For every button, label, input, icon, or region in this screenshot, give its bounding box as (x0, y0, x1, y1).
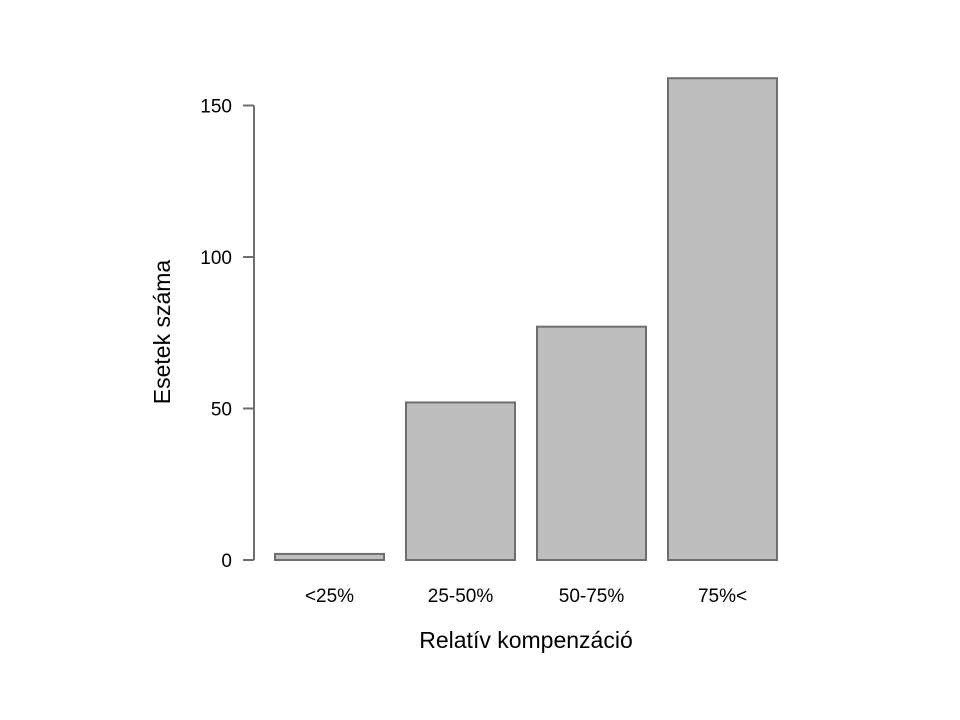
x-tick-label: <25% (305, 586, 354, 607)
y-tick-label: 150 (200, 97, 232, 118)
y-tick-label: 100 (200, 248, 232, 269)
bars-group (274, 77, 778, 562)
bar-2 (536, 325, 647, 561)
x-tick-label: 75%< (698, 586, 747, 607)
bar-0 (274, 552, 385, 562)
y-axis: 0 50 100 150 (200, 97, 255, 572)
bar-1 (405, 401, 516, 561)
x-tick-label: 25-50% (428, 586, 494, 607)
x-tick-label: 50-75% (559, 586, 625, 607)
x-axis-labels: <25% 25-50% 50-75% 75%< (305, 586, 747, 607)
y-axis-title: Esetek száma (149, 260, 175, 405)
x-axis-title: Relatív kompenzáció (419, 627, 633, 653)
y-tick-label: 50 (211, 400, 232, 421)
y-tick-label: 0 (221, 551, 232, 572)
bar-3 (667, 77, 778, 561)
